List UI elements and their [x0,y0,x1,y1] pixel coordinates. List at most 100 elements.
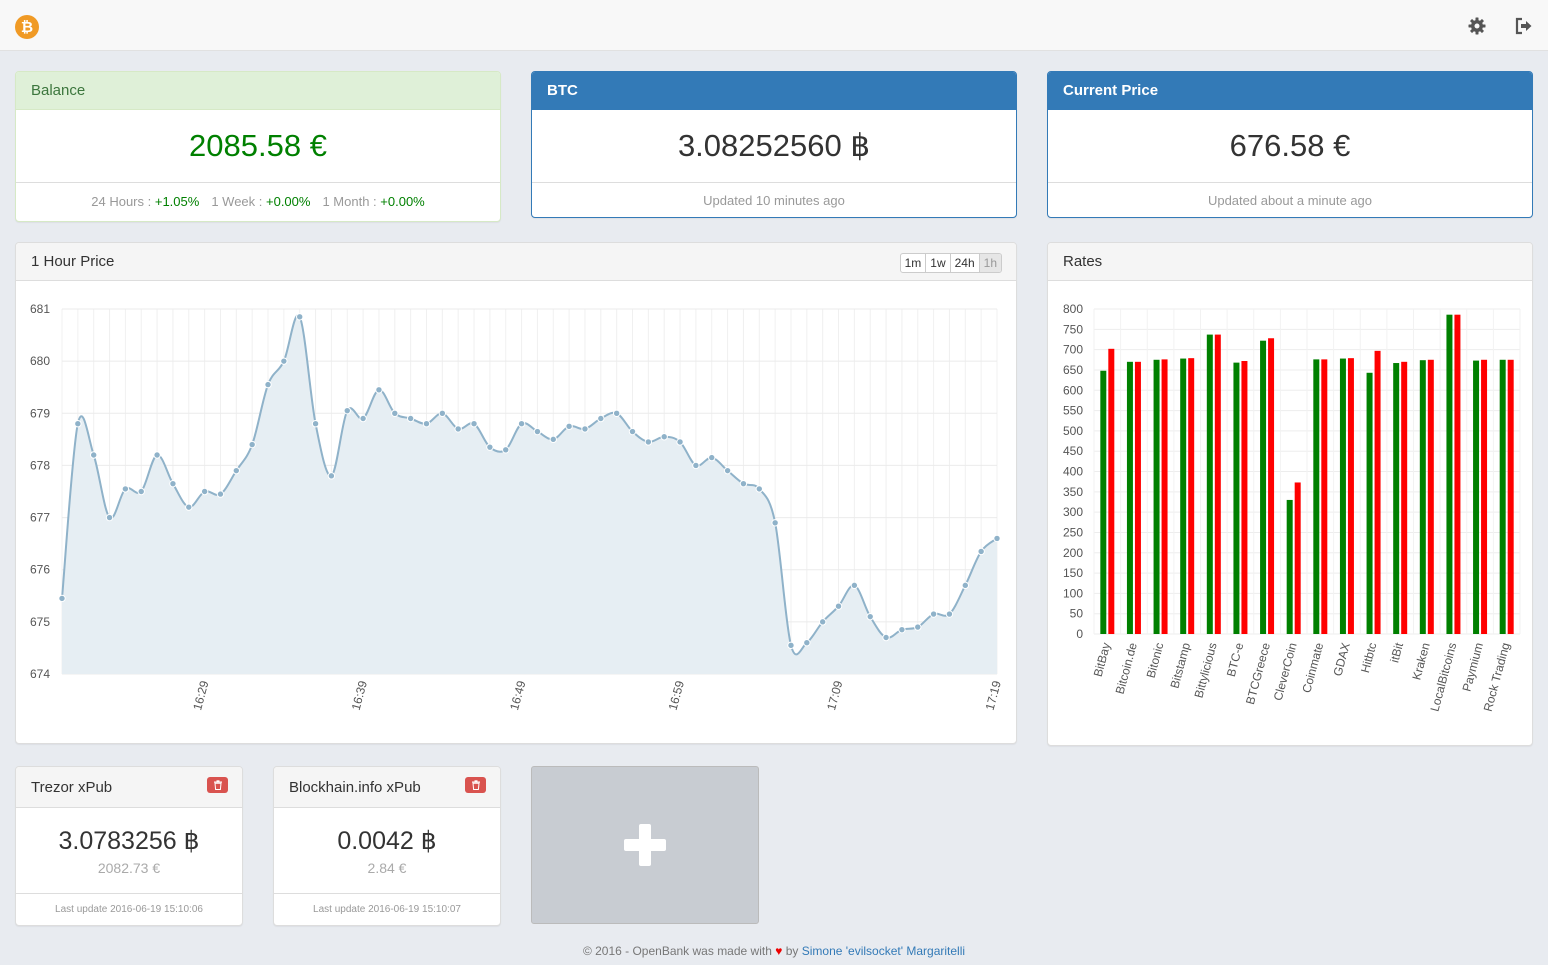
price-point [660,433,668,441]
price-point [755,485,763,493]
trash-icon [471,780,480,790]
price-point [264,380,272,389]
exchange-label: Rock Trading [1481,641,1513,713]
price-point [502,446,510,454]
price-chart-panel: 1 Hour Price 1m 1w 24h 1h 674 675 676 677 67… [15,242,1017,744]
price-point [327,472,336,480]
rate-bar [1507,359,1514,634]
y-tick-label: 678 [30,458,50,472]
wallet-eur: 2082.73 € [97,859,161,876]
delete-wallet-button[interactable] [207,777,228,793]
add-wallet-button[interactable] [531,766,759,924]
range-24h-button[interactable]: 24h [951,254,980,272]
wallet-eur: 2.84 € [367,859,407,876]
rate-bar [1100,370,1107,634]
current-price-panel: Current Price 676.58 € Updated about a m… [1047,71,1533,218]
y-tick-label: 676 [30,563,50,577]
exchange-label: Coinmate [1299,641,1326,695]
price-point [961,581,970,590]
rate-bar [1260,340,1267,634]
change-1w-label: 1 Week : [211,193,263,209]
exchange-label: itBit [1387,641,1406,665]
y-tick-label: 150 [1063,566,1083,580]
y-tick-label: 550 [1063,404,1083,418]
gear-icon[interactable] [1467,16,1487,36]
price-point [311,420,320,428]
y-tick-label: 400 [1063,465,1083,479]
btc-title: BTC [532,72,1016,110]
wallet-title-text: Blockhain.info xPub [289,778,421,796]
price-point [771,519,779,527]
price-chart-title: 1 Hour Price 1m 1w 24h 1h [16,243,1016,281]
price-point [581,425,589,433]
wallet-title: Blockhain.info xPub [274,767,500,808]
price-point [834,602,843,610]
current-price-value: 676.58 € [1048,110,1532,183]
rate-bar [1241,361,1248,634]
sign-out-icon[interactable] [1514,16,1534,36]
footer: © 2016 - OpenBank was made with ♥ by Sim… [0,944,1548,958]
price-point [708,453,716,462]
exchange-label: Bitstamp [1167,641,1193,690]
wallet-last-update: Last update 2016-06-19 15:10:07 [313,903,461,915]
rates-chart: 0 50 100 150 200 250 300 350 400 450 500 550 600 650 7… [1063,302,1521,713]
exchange-label: CleverCoin [1271,641,1300,702]
wallet-title-text: Trezor xPub [31,778,113,796]
footer-text: © 2016 - OpenBank was made with [582,944,772,958]
price-point [343,406,351,415]
rate-bar [1393,363,1400,634]
x-tick-label: 16:39 [349,679,370,712]
price-point [58,594,66,603]
price-point [296,313,304,321]
price-chart-title-text: 1 Hour Price [31,253,115,270]
footer-by: by [785,944,799,958]
heart-icon: ♥ [775,944,783,958]
btc-updated: Updated 10 minutes ago [703,192,845,208]
y-tick-label: 250 [1063,525,1083,539]
exchange-label: Bittylicious [1192,641,1220,699]
balance-title: Balance [16,72,500,110]
price-point [216,490,225,498]
bitcoin-logo-icon[interactable]: ₿ [15,15,39,39]
price-point [74,420,82,428]
change-24h-label: 24 Hours : [91,193,152,209]
wallet-value: 3.0783256 ฿ 2082.73 € [16,808,242,894]
price-point [723,466,732,475]
price-point [898,625,906,634]
range-1w-button[interactable]: 1w [926,254,951,272]
rate-bar [1286,499,1293,634]
navbar: ₿ [0,0,1548,51]
rate-bar [1454,314,1461,634]
rate-bar [1233,362,1240,634]
exchange-label: Kraken [1409,641,1432,681]
btc-panel: BTC 3.08252560 ฿ Updated 10 minutes ago [531,71,1017,218]
price-point [422,420,431,428]
rate-bar [1366,372,1373,634]
rate-bar [1499,359,1506,634]
price-point [454,425,462,433]
rate-bar [1268,338,1275,634]
price-point [882,633,890,642]
price-point [565,422,573,431]
range-1h-button[interactable]: 1h [979,254,1001,272]
price-point [517,420,526,428]
exchange-label: Bitcoin.de [1113,641,1140,696]
price-point [850,581,859,590]
price-point [470,420,478,428]
x-tick-label: 16:49 [507,679,528,712]
y-tick-label: 450 [1063,444,1083,458]
author-link[interactable]: Simone 'evilsocket' Margaritelli [801,944,966,958]
delete-wallet-button[interactable] [465,777,486,793]
price-point [169,479,177,488]
rate-bar [1347,358,1354,634]
wallet-panel: Blockhain.info xPub 0.0042 ฿ 2.84 € Last… [273,766,501,926]
range-1m-button[interactable]: 1m [901,254,927,272]
price-point [137,487,145,496]
y-tick-label: 674 [30,667,50,681]
price-point [866,612,874,621]
y-tick-label: 300 [1063,505,1083,519]
change-24h-value: +1.05% [154,193,200,209]
price-point [359,414,367,423]
balance-value: 2085.58 € [16,110,500,183]
y-tick-label: 50 [1070,607,1084,621]
